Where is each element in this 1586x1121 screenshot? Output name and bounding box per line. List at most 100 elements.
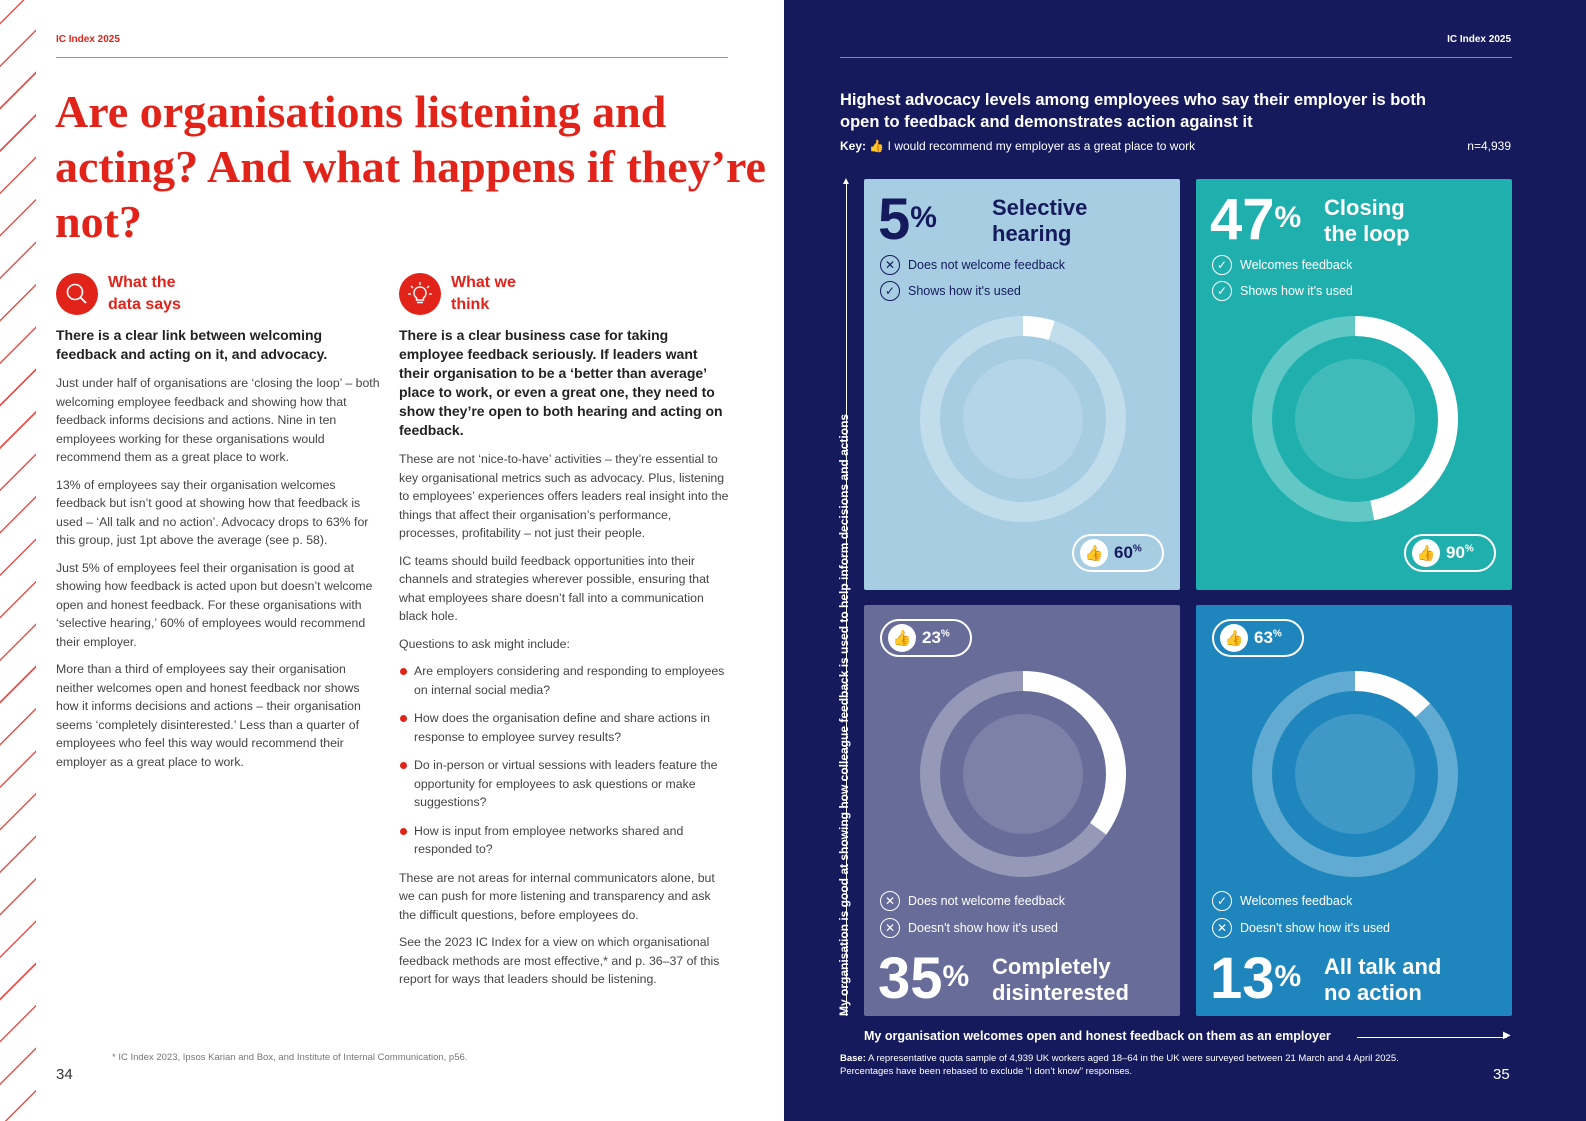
quadrant-selective-hearing: 5% Selective hearing ✕ Does not welcome fe… <box>864 179 1180 590</box>
thumbs-up-icon: 👍 <box>888 624 916 652</box>
lightbulb-icon <box>399 273 441 315</box>
base-label: Base: <box>840 1053 866 1064</box>
y-axis-line <box>846 180 847 1016</box>
paragraph: These are not areas for internal communi… <box>399 870 715 922</box>
donut-segment <box>920 316 1126 522</box>
advocacy-value: 23 <box>922 628 941 647</box>
percent-sign: % <box>942 960 970 993</box>
illustration-placeholder <box>963 714 1083 834</box>
divider <box>56 57 728 58</box>
criterion-text: Does not welcome feedback <box>908 894 1066 908</box>
percent-sign: % <box>940 628 950 640</box>
criterion: ✕ Does not welcome feedback <box>880 891 1065 911</box>
footnote: * IC Index 2023, Ipsos Karian and Box, a… <box>112 1052 468 1063</box>
illustration-placeholder <box>1295 714 1415 834</box>
percentage-value: 13 <box>1210 946 1275 1011</box>
thumbs-up-icon: 👍 <box>1080 539 1108 567</box>
criterion-text: Welcomes feedback <box>1240 258 1353 272</box>
check-circle-icon: ✓ <box>1212 891 1232 911</box>
what-the-data-says-column: What the data says There is a clear link… <box>56 272 381 780</box>
criterion: ✓ Welcomes feedback <box>1212 891 1352 911</box>
paragraph: More than a third of employees say their… <box>56 662 361 769</box>
advocacy-badge: 👍 90% <box>1404 534 1496 572</box>
segment-name: Completely disinterested <box>992 954 1129 1006</box>
quadrant-closing-the-loop: 47% Closing the loop ✓ Welcomes feedback ✓… <box>1196 179 1512 590</box>
illustration-placeholder <box>963 359 1083 479</box>
donut-segment <box>1252 316 1458 522</box>
quadrant-completely-disinterested: 35% Completely disinterested ✕ Does not we… <box>864 605 1180 1016</box>
percent-sign: % <box>1274 201 1302 234</box>
paragraph: See the 2023 IC Index for a view on whic… <box>399 935 720 986</box>
criterion-text: Shows how it's used <box>908 284 1021 298</box>
criterion-text: Doesn't show how it's used <box>908 921 1058 935</box>
paragraph: These are not ‘nice-to-have’ activities … <box>399 452 729 540</box>
paragraph: Just under half of organisations are ‘cl… <box>56 376 380 464</box>
criterion: ✕ Doesn't show how it's used <box>880 918 1058 938</box>
list-item: How does the organisation define and sha… <box>399 709 731 746</box>
segment-name-line: Selective <box>992 195 1088 220</box>
check-circle-icon: ✓ <box>1212 255 1232 275</box>
decorative-stripes <box>0 0 36 1121</box>
segment-name-line: no action <box>1324 980 1422 1005</box>
sample-size: n=4,939 <box>1467 139 1511 153</box>
percent-sign: % <box>1272 628 1282 640</box>
percent-sign: % <box>1274 960 1302 993</box>
page-number: 34 <box>56 1066 73 1083</box>
segment-percentage: 13% <box>1210 950 1301 1008</box>
cross-circle-icon: ✕ <box>880 918 900 938</box>
share-donut <box>920 316 1126 522</box>
divider <box>840 57 1512 58</box>
x-axis-label: My organisation welcomes open and honest… <box>864 1029 1331 1043</box>
chart-title: Highest advocacy levels among employees … <box>840 91 1426 131</box>
criterion: ✓ Shows how it's used <box>880 281 1021 301</box>
segment-name-line: Completely <box>992 954 1111 979</box>
criterion-text: Doesn't show how it's used <box>1240 921 1390 935</box>
x-axis-arrow-icon: ▶ <box>1503 1030 1511 1041</box>
paragraph: IC teams should build feedback opportuni… <box>399 553 710 624</box>
list-item: Do in-person or virtual sessions with le… <box>399 756 731 812</box>
y-axis-label: My organisation is good at showing how c… <box>837 413 851 1016</box>
base-text: A representative quota sample of 4,939 U… <box>868 1053 1399 1064</box>
running-header: IC Index 2025 <box>56 34 120 45</box>
paragraph: Just 5% of employees feel their organisa… <box>56 560 373 649</box>
advocacy-value: 90 <box>1446 543 1465 562</box>
criterion: ✓ Shows how it's used <box>1212 281 1353 301</box>
segment-name-line: disinterested <box>992 980 1129 1005</box>
segment-name: Closing the loop <box>1324 195 1410 247</box>
thumbs-up-icon: 👍 <box>1220 624 1248 652</box>
criterion-text: Shows how it's used <box>1240 284 1353 298</box>
paragraph: 13% of employees say their organisation … <box>56 477 369 548</box>
advocacy-value: 60 <box>1114 543 1133 562</box>
segment-percentage: 35% <box>878 950 969 1008</box>
section-heading: What we think <box>451 274 516 313</box>
advocacy-badge: 👍 63% <box>1212 619 1304 657</box>
list-item: How is input from employee networks shar… <box>399 822 731 859</box>
advocacy-badge: 👍 60% <box>1072 534 1164 572</box>
thumbs-up-icon: 👍 <box>1412 539 1440 567</box>
list-item: Are employers considering and responding… <box>399 662 731 699</box>
criterion: ✕ Does not welcome feedback <box>880 255 1065 275</box>
page-number: 35 <box>1493 1066 1510 1083</box>
thumbs-up-icon: 👍 <box>869 139 885 153</box>
y-axis-arrow-icon: ▲ <box>841 176 851 187</box>
base-text-2: Percentages have been rebased to exclude… <box>840 1066 1133 1077</box>
what-we-think-column: What we think There is a clear business … <box>399 272 731 998</box>
key-text: I would recommend my employer as a great… <box>887 139 1196 153</box>
paragraph: Questions to ask might include: <box>399 636 570 651</box>
share-donut <box>920 671 1126 877</box>
lead-text: There is a clear link between welcoming … <box>56 327 328 362</box>
criterion-text: Does not welcome feedback <box>908 258 1066 272</box>
donut-segment <box>1252 671 1458 877</box>
segment-name-line: hearing <box>992 221 1072 246</box>
running-header: IC Index 2025 <box>1447 34 1511 45</box>
donut-segment <box>920 671 1126 877</box>
check-circle-icon: ✓ <box>1212 281 1232 301</box>
percentage-value: 47 <box>1210 187 1275 252</box>
segment-percentage: 47% <box>1210 191 1301 249</box>
segment-name-line: Closing <box>1324 195 1405 220</box>
criterion-text: Welcomes feedback <box>1240 894 1353 908</box>
question-list: Are employers considering and responding… <box>399 662 731 859</box>
cross-circle-icon: ✕ <box>1212 918 1232 938</box>
left-page: IC Index 2025 Are organisations listenin… <box>0 0 784 1121</box>
percentage-value: 5 <box>878 187 911 252</box>
